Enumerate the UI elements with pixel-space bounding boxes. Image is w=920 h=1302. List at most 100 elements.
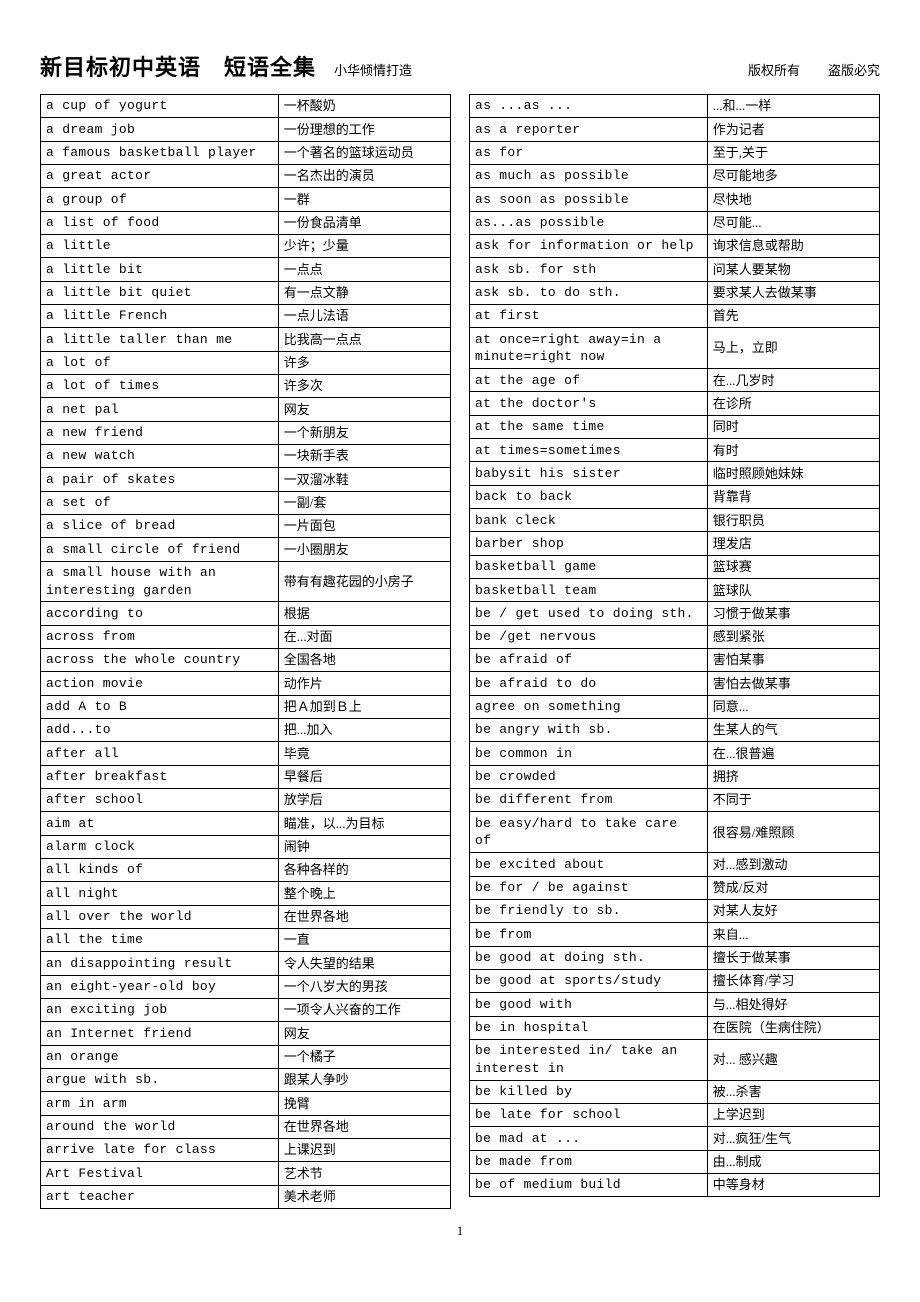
table-row: as...as possible尽可能... [470, 211, 880, 234]
table-row: after school放学后 [41, 789, 451, 812]
phrase-en: arm in arm [41, 1092, 279, 1115]
phrase-en: all over the world [41, 905, 279, 928]
table-row: bank cleck银行职员 [470, 509, 880, 532]
phrase-zh: 有时 [707, 439, 879, 462]
phrase-en: be good at sports/study [470, 969, 708, 992]
left-column: a cup of yogurt一杯酸奶a dream job一份理想的工作a f… [40, 94, 451, 1209]
phrase-en: across the whole country [41, 649, 279, 672]
phrase-en: bank cleck [470, 509, 708, 532]
phrase-en: be of medium build [470, 1174, 708, 1197]
phrase-zh: 尽快地 [707, 188, 879, 211]
phrase-zh: 来自... [707, 923, 879, 946]
phrase-zh: 早餐后 [278, 765, 450, 788]
phrase-en: barber shop [470, 532, 708, 555]
table-row: as soon as possible尽快地 [470, 188, 880, 211]
phrase-en: a net pal [41, 398, 279, 421]
phrase-zh: 有一点文静 [278, 281, 450, 304]
phrase-en: all night [41, 882, 279, 905]
phrase-en: an disappointing result [41, 952, 279, 975]
phrase-en: a little [41, 234, 279, 257]
phrase-en: ask for information or help [470, 234, 708, 257]
table-row: alarm clock闹钟 [41, 835, 451, 858]
table-row: a little bit一点点 [41, 258, 451, 281]
phrase-en: back to back [470, 485, 708, 508]
table-row: an Internet friend网友 [41, 1022, 451, 1045]
phrase-zh: 尽可能地多 [707, 164, 879, 187]
table-row: be interested in/ take an interest in对..… [470, 1039, 880, 1080]
phrase-en: be from [470, 923, 708, 946]
table-row: a set of一副/套 [41, 491, 451, 514]
phrase-zh: 马上，立即 [707, 328, 879, 369]
vocab-columns: a cup of yogurt一杯酸奶a dream job一份理想的工作a f… [40, 94, 880, 1209]
phrase-zh: 一名杰出的演员 [278, 164, 450, 187]
table-row: be different from不同于 [470, 789, 880, 812]
right-column: as ...as ......和...一样as a reporter作为记者as… [469, 94, 880, 1209]
phrase-en: be good at doing sth. [470, 946, 708, 969]
phrase-zh: 一群 [278, 188, 450, 211]
table-row: ask sb. to do sth.要求某人去做某事 [470, 281, 880, 304]
phrase-en: a great actor [41, 164, 279, 187]
phrase-zh: 挽臂 [278, 1092, 450, 1115]
phrase-zh: 各种各样的 [278, 859, 450, 882]
table-row: a dream job一份理想的工作 [41, 118, 451, 141]
phrase-en: a little bit [41, 258, 279, 281]
phrase-zh: 对... 感兴趣 [707, 1039, 879, 1080]
vocab-table-right: as ...as ......和...一样as a reporter作为记者as… [469, 94, 880, 1197]
table-row: a great actor一名杰出的演员 [41, 164, 451, 187]
phrase-en: be crowded [470, 765, 708, 788]
table-row: across the whole country全国各地 [41, 649, 451, 672]
table-row: a small house with an interesting garden… [41, 561, 451, 602]
phrase-en: ask sb. to do sth. [470, 281, 708, 304]
phrase-en: an exciting job [41, 999, 279, 1022]
phrase-en: action movie [41, 672, 279, 695]
vocab-table-left: a cup of yogurt一杯酸奶a dream job一份理想的工作a f… [40, 94, 451, 1209]
copyright-label: 版权所有 [748, 60, 800, 79]
phrase-zh: 被...杀害 [707, 1080, 879, 1103]
phrase-zh: 问某人要某物 [707, 258, 879, 281]
phrase-en: across from [41, 625, 279, 648]
phrase-en: be good with [470, 993, 708, 1016]
table-row: ask for information or help询求信息或帮助 [470, 234, 880, 257]
table-row: at the doctor's在诊所 [470, 392, 880, 415]
phrase-zh: 在...很普遍 [707, 742, 879, 765]
table-row: be in hospital在医院（生病住院） [470, 1016, 880, 1039]
phrase-en: as...as possible [470, 211, 708, 234]
table-row: be common in在...很普遍 [470, 742, 880, 765]
phrase-en: art teacher [41, 1185, 279, 1208]
table-row: babysit his sister临时照顾她妹妹 [470, 462, 880, 485]
table-row: as for至于,关于 [470, 141, 880, 164]
table-row: be good with与...相处得好 [470, 993, 880, 1016]
table-row: back to back背靠背 [470, 485, 880, 508]
phrase-en: as a reporter [470, 118, 708, 141]
phrase-en: be / get used to doing sth. [470, 602, 708, 625]
phrase-en: at the age of [470, 369, 708, 392]
phrase-en: basketball game [470, 555, 708, 578]
phrase-en: a small house with an interesting garden [41, 561, 279, 602]
table-row: after breakfast早餐后 [41, 765, 451, 788]
phrase-en: a little taller than me [41, 328, 279, 351]
table-row: be afraid of害怕某事 [470, 649, 880, 672]
phrase-en: a little French [41, 304, 279, 327]
phrase-en: after breakfast [41, 765, 279, 788]
phrase-en: babysit his sister [470, 462, 708, 485]
phrase-zh: 一小圈朋友 [278, 538, 450, 561]
phrase-en: aim at [41, 812, 279, 835]
phrase-zh: 害怕某事 [707, 649, 879, 672]
table-row: argue with sb.跟某人争吵 [41, 1069, 451, 1092]
phrase-zh: 习惯于做某事 [707, 602, 879, 625]
table-row: be afraid to do害怕去做某事 [470, 672, 880, 695]
phrase-zh: 许多 [278, 351, 450, 374]
phrase-zh: 首先 [707, 304, 879, 327]
table-row: all the time一直 [41, 929, 451, 952]
phrase-zh: 拥挤 [707, 765, 879, 788]
title-sub: 小华倾情打造 [334, 60, 412, 79]
phrase-zh: 一份理想的工作 [278, 118, 450, 141]
table-row: be excited about对...感到激动 [470, 853, 880, 876]
phrase-zh: 与...相处得好 [707, 993, 879, 1016]
phrase-zh: 一双溜冰鞋 [278, 468, 450, 491]
table-row: a net pal网友 [41, 398, 451, 421]
phrase-en: argue with sb. [41, 1069, 279, 1092]
phrase-en: a pair of skates [41, 468, 279, 491]
phrase-zh: 中等身材 [707, 1174, 879, 1197]
table-row: at first首先 [470, 304, 880, 327]
